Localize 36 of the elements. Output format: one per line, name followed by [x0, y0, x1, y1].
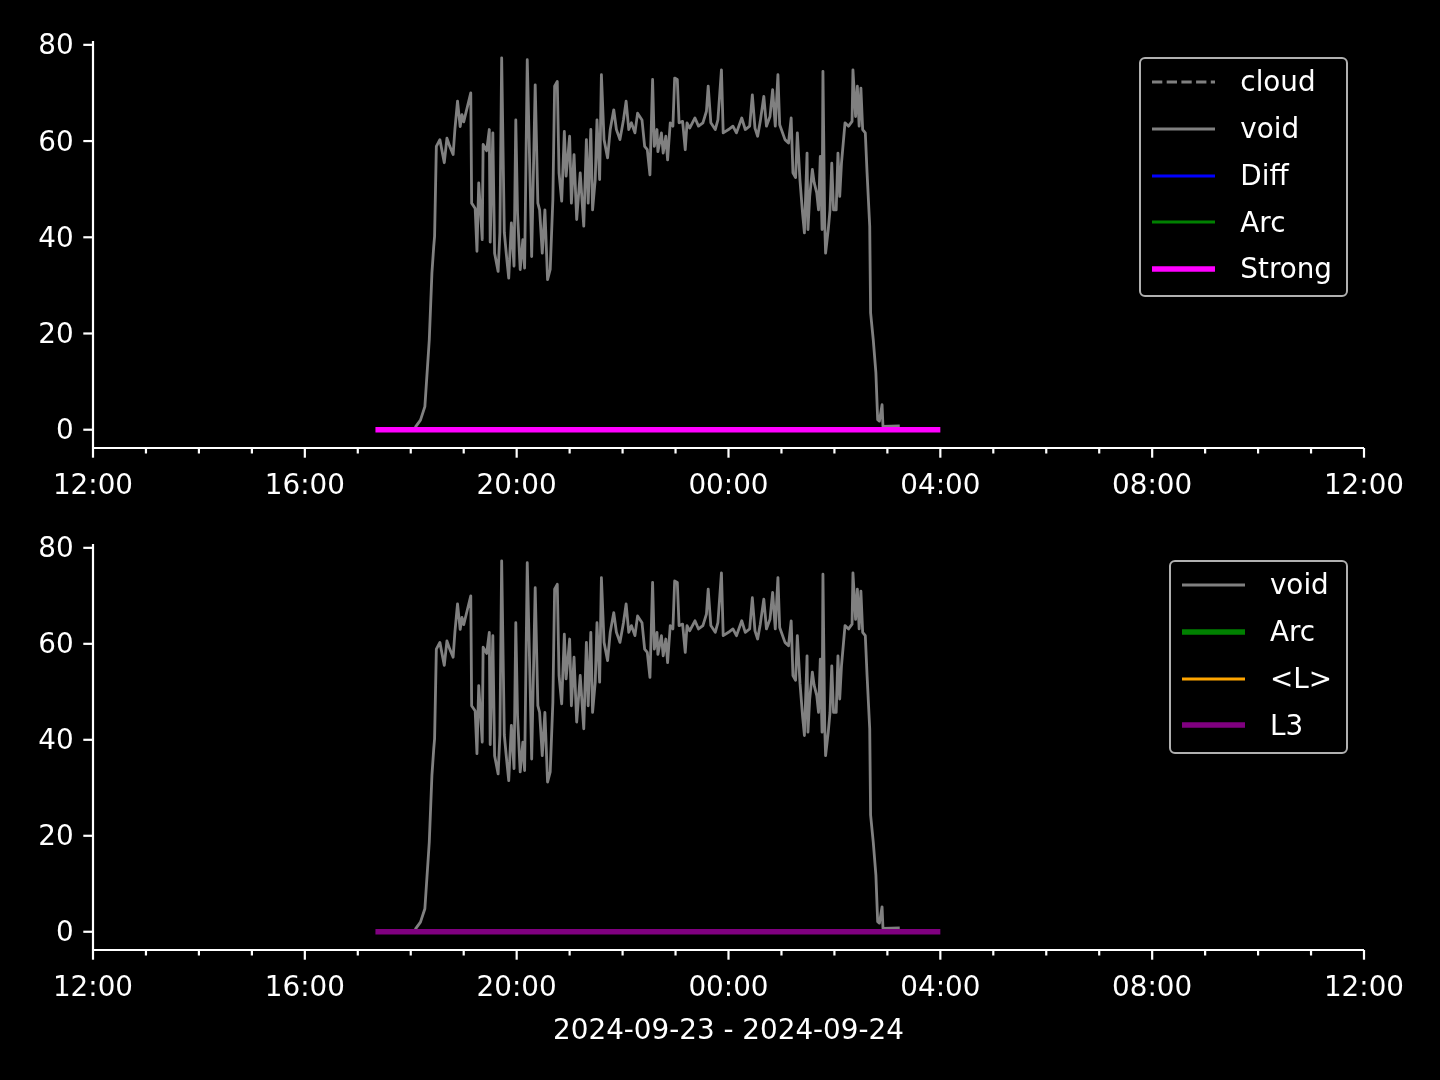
y-tick-label: 20 — [38, 317, 74, 350]
x-tick-label: 12:00 — [52, 467, 134, 501]
line-series — [413, 559, 902, 931]
legend-label: cloud — [1240, 65, 1316, 99]
y-tick-label: 80 — [38, 28, 74, 62]
x-tick-label: 04:00 — [900, 969, 981, 1003]
x-tick-label: 08:00 — [1112, 969, 1193, 1003]
x-tick-label: 12:00 — [52, 969, 134, 1003]
x-tick-label: 16:00 — [264, 467, 345, 501]
x-tick-label: 12:00 — [1323, 467, 1405, 501]
y-tick-label: 40 — [38, 723, 74, 757]
y-tick-label: 40 — [38, 220, 74, 254]
x-tick-label: 04:00 — [900, 467, 981, 501]
legend-label: void — [1240, 112, 1300, 146]
x-tick-label: 00:00 — [688, 969, 769, 1003]
legend-label: <L> — [1269, 661, 1332, 695]
legend-label: Strong — [1240, 252, 1332, 286]
y-tick-label: 0 — [55, 413, 74, 447]
x-axis-title: 2024-09-23 - 2024-09-24 — [552, 1013, 905, 1047]
x-tick-label: 12:00 — [1323, 969, 1405, 1003]
x-tick-label: 20:00 — [476, 467, 557, 501]
y-tick-label: 0 — [55, 915, 74, 949]
y-tick-label: 60 — [38, 627, 74, 661]
y-tick-label: 80 — [38, 531, 74, 565]
legend-label: L3 — [1269, 708, 1304, 742]
legend-label: void — [1269, 568, 1329, 602]
x-tick-label: 08:00 — [1112, 467, 1193, 501]
legend-label: Diff — [1240, 158, 1289, 192]
legend-label: Arc — [1240, 205, 1286, 239]
x-tick-label: 16:00 — [264, 969, 345, 1003]
y-tick-label: 60 — [38, 124, 74, 158]
x-tick-label: 00:00 — [688, 467, 769, 501]
y-tick-label: 20 — [38, 819, 74, 853]
legend-label: Arc — [1269, 615, 1316, 649]
line-series — [413, 56, 902, 429]
x-tick-label: 20:00 — [476, 969, 557, 1003]
